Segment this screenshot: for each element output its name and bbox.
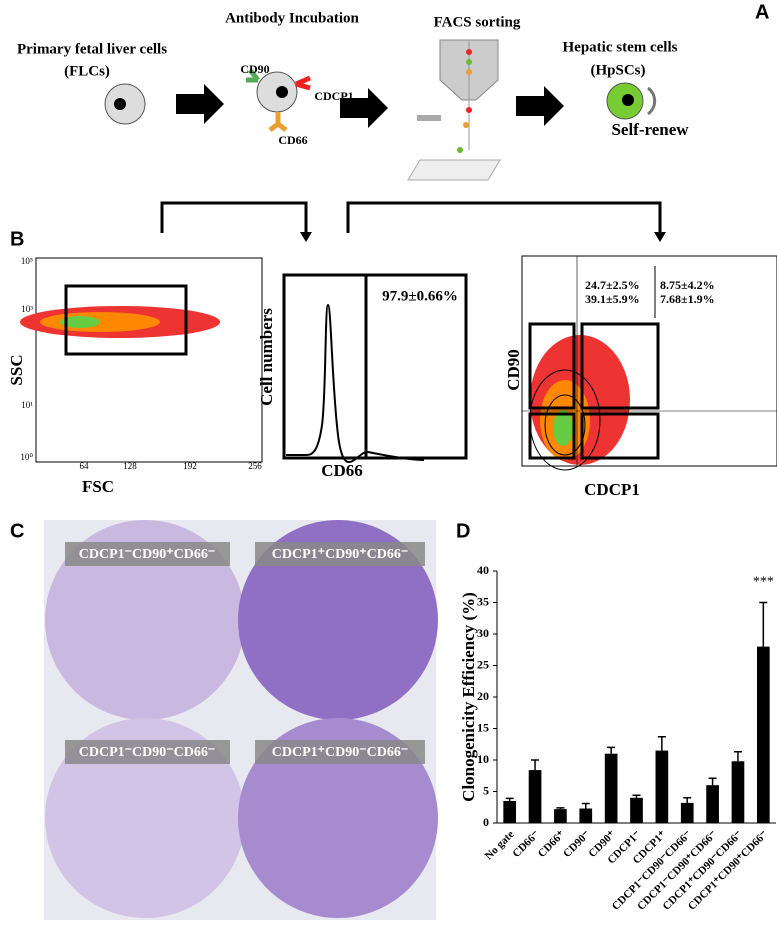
quadrant-value: 8.75±4.2% (660, 278, 715, 292)
arrow (516, 86, 564, 126)
x-tick-label: CD66⁺ (536, 828, 568, 860)
bar (630, 797, 643, 823)
significance: *** (753, 575, 774, 590)
step-title: Antibody Incubation (225, 10, 359, 26)
tick-label: 10⁵ (21, 256, 33, 266)
arrowhead (300, 232, 666, 242)
bar (503, 800, 517, 823)
error-bar (683, 797, 692, 803)
error-bar (531, 759, 540, 771)
panel-label: D (456, 520, 470, 542)
step-text: (HpSCs) (590, 62, 645, 78)
x-tick-label: CD66⁻ (510, 828, 542, 860)
tick-label: 128 (123, 461, 137, 471)
cell (246, 68, 311, 132)
tick-label: 192 (183, 461, 197, 471)
connector (160, 201, 662, 233)
axis-label: SSC (7, 354, 26, 385)
quadrant-value: 39.1±5.9% (585, 292, 640, 306)
tick-label: 64 (80, 461, 90, 471)
y-axis-label: Clonogenicity Efficiency (%) (459, 592, 478, 802)
stem-cell (606, 82, 657, 120)
dish-label: CDCP1⁻CD90⁻CD66⁻ (79, 745, 216, 760)
y-tick-label: 15 (477, 720, 489, 734)
gate-value: 97.9±0.66% (382, 288, 458, 304)
step-text: (FLCs) (64, 63, 110, 79)
axis-label: Cell numbers (257, 308, 276, 406)
step-title: FACS sorting (434, 14, 521, 30)
culture-plate (44, 520, 438, 920)
y-tick-label: 0 (483, 815, 489, 829)
bar (579, 808, 593, 823)
error-bar (607, 746, 616, 754)
quadrant-value: 24.7±2.5% (585, 278, 640, 292)
x-tick-label: No gate (483, 828, 517, 862)
error-bar (759, 601, 768, 647)
y-tick-label: 10 (477, 752, 489, 766)
y-tick-label: 25 (477, 657, 489, 671)
bar (528, 770, 542, 823)
axis-label: CD66 (321, 461, 363, 480)
error-bar (657, 735, 666, 751)
bar (731, 761, 745, 823)
bar (680, 802, 694, 823)
histogram (282, 273, 468, 464)
error-bar (733, 751, 742, 762)
axis-label: CD90 (504, 349, 523, 391)
dish-label: CDCP1⁺CD90⁺CD66⁻ (272, 547, 409, 562)
error-bar (505, 797, 514, 801)
y-tick-label: 40 (477, 563, 489, 577)
marker-label: CD66 (278, 133, 307, 147)
error-bar (708, 777, 717, 786)
scatter-plot (20, 257, 263, 463)
panel-label: B (10, 228, 24, 250)
y-tick-label: 5 (483, 783, 489, 797)
error-bar (581, 802, 590, 809)
bar (554, 809, 567, 823)
step-text: Primary fetal liver cells (17, 41, 167, 57)
bar (604, 753, 618, 823)
axis-label: FSC (82, 477, 114, 496)
panel-label: C (10, 520, 24, 542)
marker-label: CD90 (240, 62, 269, 76)
tick-label: 10¹ (21, 400, 33, 410)
tick-label: 10³ (21, 304, 33, 314)
tick-label: 10⁰ (20, 452, 33, 462)
panel-label: A (755, 1, 769, 23)
axis-label: CDCP1 (584, 480, 640, 499)
sorter (407, 39, 501, 181)
y-tick-label: 20 (477, 689, 489, 703)
bar (655, 750, 669, 823)
error-bar (632, 794, 641, 798)
dish-label: CDCP1⁺CD90⁻CD66⁻ (272, 745, 409, 760)
error-bar (556, 807, 565, 810)
step-text: Hepatic stem cells (563, 39, 678, 55)
arrow (340, 88, 388, 128)
bar (706, 785, 719, 823)
y-tick-label: 30 (477, 626, 489, 640)
step-text: Self-renew (611, 120, 689, 139)
contour-plot (521, 255, 777, 471)
x-tick-label: CD90⁻ (561, 828, 593, 860)
y-tick-label: 35 (477, 594, 489, 608)
bar (756, 646, 770, 823)
quadrant-value: 7.68±1.9% (660, 292, 715, 306)
dish-label: CDCP1⁻CD90⁺CD66⁻ (79, 547, 216, 562)
arrow (176, 84, 224, 124)
cell (104, 83, 146, 125)
tick-label: 256 (248, 461, 262, 471)
